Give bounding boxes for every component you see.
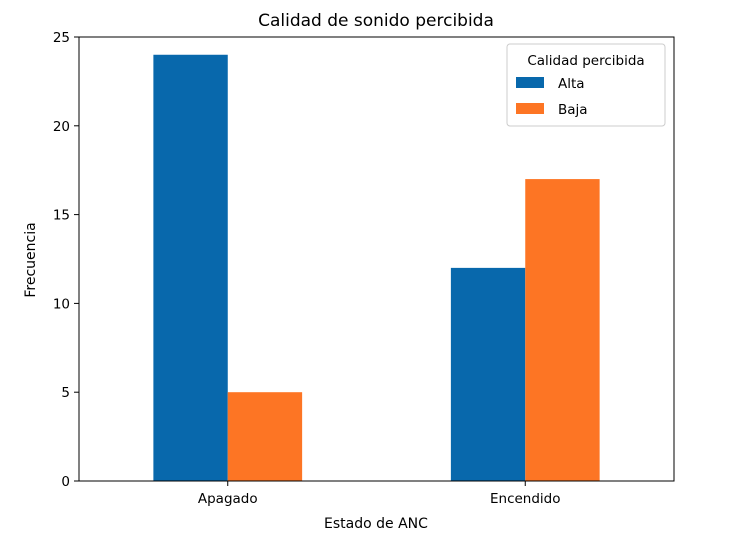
- y-tick-label: 0: [61, 474, 70, 490]
- x-tick-label: Encendido: [490, 491, 561, 507]
- y-axis-label: Frecuencia: [23, 222, 39, 297]
- legend-label-baja: Baja: [558, 102, 588, 118]
- y-tick-label: 5: [61, 385, 70, 401]
- bar-encendido-alta: [450, 267, 526, 481]
- legend-swatch-alta: [516, 77, 544, 88]
- chart-title: Calidad de sonido percibida: [258, 11, 494, 31]
- legend: Calidad percibida Alta Baja: [506, 43, 666, 127]
- legend-title: Calidad percibida: [527, 53, 644, 69]
- x-axis-label: Estado de ANC: [324, 516, 428, 532]
- axes-layer: Apagado Encendido 0 5 10 15 20 25: [53, 30, 675, 507]
- y-tick-label: 15: [53, 208, 70, 224]
- y-tick-label: 10: [53, 296, 70, 312]
- bar-apagado-alta: [153, 54, 228, 481]
- y-tick-label: 25: [53, 30, 70, 46]
- legend-swatch-baja: [516, 103, 544, 114]
- plot-frame: [78, 36, 675, 482]
- bar-apagado-baja: [227, 392, 303, 481]
- y-tick-label: 20: [53, 119, 70, 135]
- legend-frame: [506, 43, 666, 127]
- bar-encendido-baja: [525, 179, 600, 481]
- x-tick-label: Apagado: [198, 491, 258, 507]
- legend-label-alta: Alta: [558, 76, 585, 92]
- bars-layer: [153, 54, 600, 481]
